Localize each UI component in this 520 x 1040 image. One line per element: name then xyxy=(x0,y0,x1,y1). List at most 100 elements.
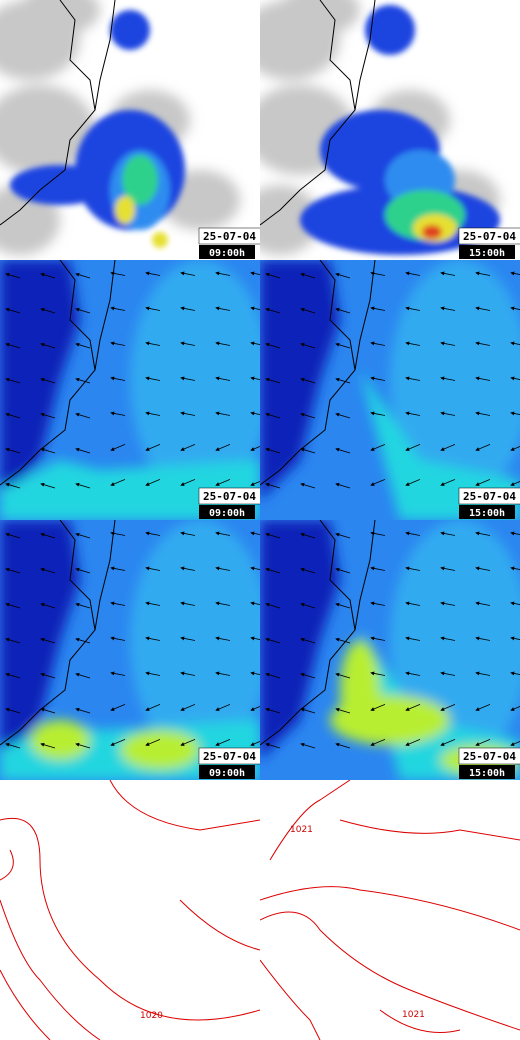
panel-content: 25-07-04 09:00h xyxy=(0,0,260,260)
time-box xyxy=(199,505,255,519)
wind-arrow xyxy=(265,447,281,454)
background xyxy=(260,780,520,1040)
wind-arrow xyxy=(250,531,260,536)
wind-arrow xyxy=(110,671,126,676)
wind-arrow xyxy=(180,566,196,571)
panel xyxy=(260,780,520,1040)
isobar xyxy=(0,899,101,1040)
wind-arrow xyxy=(75,707,91,714)
wind-arrow xyxy=(145,636,161,641)
border xyxy=(94,520,116,631)
time-box xyxy=(459,505,515,519)
wind-arrow xyxy=(250,636,260,641)
wind-arrow xyxy=(265,672,281,679)
max-speed xyxy=(30,720,90,760)
wind-arrow xyxy=(215,531,231,536)
wind-arrow xyxy=(110,306,126,311)
isobar-label: 1021 xyxy=(290,825,313,835)
wind-arrow xyxy=(110,601,126,606)
date-label: 25-07-04 xyxy=(203,490,256,503)
panel: 25-07-04 09:00h xyxy=(0,0,260,260)
wind-arrow xyxy=(5,567,21,574)
wind-arrow xyxy=(370,566,386,571)
wind-arrow xyxy=(300,342,316,349)
border xyxy=(354,520,376,631)
wind-arrow xyxy=(440,601,456,606)
time-label: 15:00h xyxy=(469,508,505,519)
wind-arrow xyxy=(370,306,386,311)
speed-field xyxy=(260,260,520,520)
panel-content xyxy=(260,780,520,1040)
wind-arrow xyxy=(300,707,316,714)
panel-content xyxy=(0,780,260,1040)
panel-content: 25-07-04 15:00h xyxy=(260,0,520,260)
wind-arrow xyxy=(145,271,161,276)
wind-arrow xyxy=(405,738,421,746)
wind-arrow xyxy=(475,443,491,451)
wind-arrow xyxy=(265,412,281,419)
max-speed xyxy=(330,695,450,745)
wind-arrow xyxy=(300,377,316,384)
wind-arrow xyxy=(335,412,351,419)
wind-arrow xyxy=(145,703,161,711)
wind-arrow xyxy=(300,567,316,574)
panel-content: 25-07-04 15:00h xyxy=(260,260,520,520)
wind-arrow xyxy=(405,636,421,641)
date-label: 25-07-04 xyxy=(463,490,516,503)
wind-arrow xyxy=(5,272,21,279)
border xyxy=(94,260,116,371)
wind-arrow xyxy=(110,376,126,381)
wind-arrow xyxy=(180,478,196,486)
wind-arrow xyxy=(300,272,316,279)
wind-arrow xyxy=(440,738,456,746)
wind-arrow xyxy=(405,443,421,451)
wind-arrow xyxy=(440,443,456,451)
time-label: 15:00h xyxy=(469,248,505,259)
precip-cell xyxy=(110,10,150,50)
wind-arrow xyxy=(405,671,421,676)
wind-arrow xyxy=(370,443,386,451)
wind-arrow xyxy=(40,532,56,539)
panel: 25-07-04 15:00h xyxy=(260,0,520,260)
precip-cell xyxy=(115,196,135,224)
precip xyxy=(10,10,185,248)
precip xyxy=(300,5,500,255)
time-label: 15:00h xyxy=(469,768,505,779)
date-label: 25-07-04 xyxy=(463,750,516,763)
wind-arrow xyxy=(180,271,196,276)
wind-arrow xyxy=(370,703,386,711)
isobar xyxy=(0,818,260,1021)
wind-arrow xyxy=(475,531,491,536)
wind-arrow xyxy=(5,532,21,539)
panel-content: 25-07-04 09:00h xyxy=(0,260,260,520)
wind-arrow xyxy=(405,601,421,606)
date-box xyxy=(198,747,260,765)
wind-arrow xyxy=(180,601,196,606)
wind-arrow xyxy=(510,566,520,571)
wind-arrow xyxy=(370,478,386,486)
wind-arrow xyxy=(215,703,231,711)
wind-arrow xyxy=(440,478,456,486)
wind-arrow xyxy=(475,738,491,746)
border xyxy=(94,0,116,111)
isobar xyxy=(379,1009,461,1033)
wind-arrow xyxy=(370,531,386,536)
wind-arrow xyxy=(145,671,161,676)
wind-arrow xyxy=(510,671,520,676)
coastline xyxy=(260,520,356,746)
wind-arrow xyxy=(335,377,351,384)
wind-arrow xyxy=(180,671,196,676)
wind-arrow xyxy=(5,482,21,489)
isobar xyxy=(260,911,520,1031)
wind-arrow xyxy=(215,738,231,746)
wind-arrow xyxy=(40,412,56,419)
coastline xyxy=(0,0,96,226)
wind-arrow xyxy=(110,443,126,451)
wind-arrow xyxy=(110,341,126,346)
precip-cell xyxy=(10,165,110,205)
wind-arrow xyxy=(370,671,386,676)
wind-arrow xyxy=(300,447,316,454)
wind-arrow xyxy=(300,307,316,314)
wind-arrow xyxy=(145,738,161,746)
